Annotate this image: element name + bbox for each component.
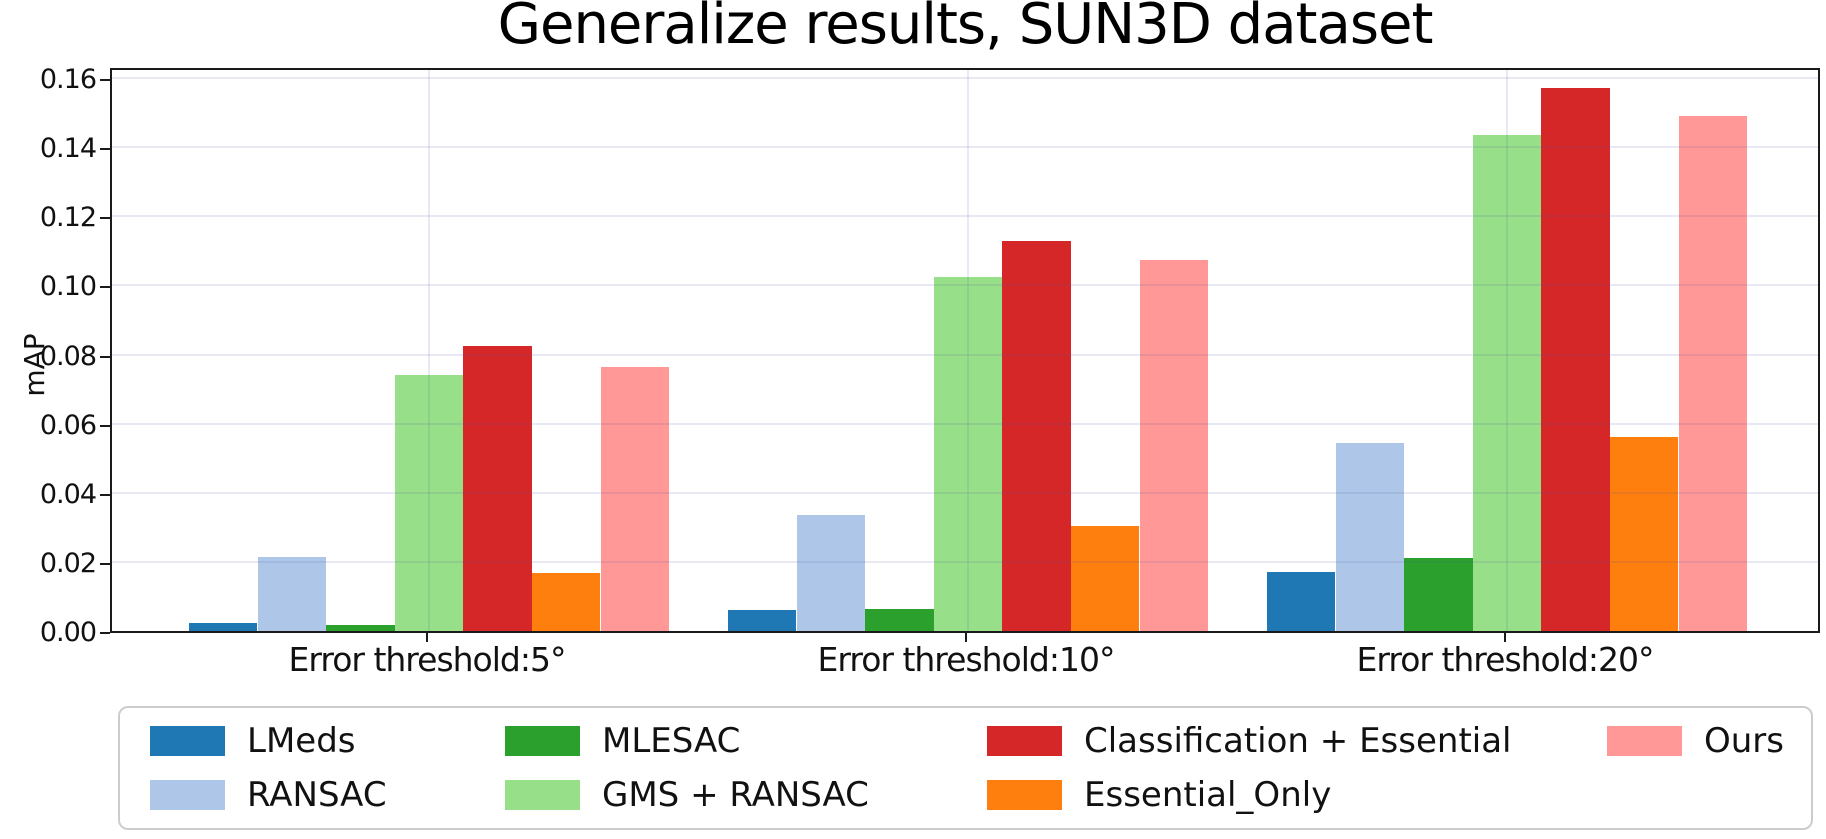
legend-label: GMS + RANSAC bbox=[602, 775, 869, 815]
legend-label: Ours bbox=[1704, 721, 1785, 761]
legend-label: Classification + Essential bbox=[1084, 721, 1512, 761]
bar-gms-ransac-group2 bbox=[933, 276, 1003, 631]
legend-swatch-icon bbox=[1607, 726, 1682, 756]
legend-box: LMeds RANSAC MLESAC GMS + RANSAC Classificat… bbox=[118, 706, 1813, 830]
y-tick-label-0.04: 0.04 bbox=[39, 478, 97, 510]
bar-classification-essential-group2 bbox=[1002, 240, 1071, 631]
bar-classification-essential-group3 bbox=[1541, 88, 1610, 631]
bar-lmeds-group3 bbox=[1266, 571, 1336, 631]
bar-gms-ransac-group1 bbox=[394, 374, 464, 631]
x-tick-label-group1: Error threshold:5° bbox=[288, 640, 567, 679]
bar-ours-group2 bbox=[1139, 259, 1209, 631]
bar-mlesac-group1 bbox=[326, 624, 395, 631]
bar-ours-group3 bbox=[1678, 116, 1748, 631]
legend-label: LMeds bbox=[247, 721, 356, 761]
legend-item-lmeds: LMeds bbox=[150, 724, 356, 758]
legend-item-gms-ransac: GMS + RANSAC bbox=[505, 778, 869, 812]
bar-ransac-group2 bbox=[796, 515, 866, 631]
x-tick-mark-group2 bbox=[965, 633, 967, 642]
legend-item-classification-essential: Classification + Essential bbox=[987, 724, 1512, 758]
y-tick-label-0.12: 0.12 bbox=[39, 202, 97, 234]
x-tick-mark-group3 bbox=[1504, 633, 1506, 642]
legend-swatch-icon bbox=[150, 780, 225, 810]
y-axis-label: mAP bbox=[18, 333, 51, 397]
plot-area bbox=[110, 68, 1820, 633]
h-gridline-0.16 bbox=[112, 77, 1818, 80]
y-tick-mark-0.04 bbox=[100, 493, 110, 496]
y-tick-label-0.10: 0.10 bbox=[39, 271, 97, 303]
y-tick-mark-0.02 bbox=[100, 562, 110, 565]
legend-swatch-icon bbox=[150, 726, 225, 756]
x-tick-label-group2: Error threshold:10° bbox=[817, 640, 1116, 679]
y-tick-mark-0.14 bbox=[100, 148, 110, 151]
y-tick-mark-0.06 bbox=[100, 424, 110, 427]
y-tick-label-0.16: 0.16 bbox=[39, 64, 97, 96]
chart-title: Generalize results, SUN3D dataset bbox=[497, 0, 1434, 57]
y-tick-mark-0.16 bbox=[100, 79, 110, 82]
y-tick-mark-0.12 bbox=[100, 217, 110, 220]
bar-essential-only-group1 bbox=[531, 572, 601, 631]
legend-swatch-icon bbox=[505, 726, 580, 756]
bar-ransac-group3 bbox=[1335, 442, 1405, 631]
y-tick-label-0.06: 0.06 bbox=[39, 409, 97, 441]
y-tick-label-0.00: 0.00 bbox=[39, 617, 97, 648]
legend-swatch-icon bbox=[987, 780, 1062, 810]
y-tick-label-0.14: 0.14 bbox=[39, 133, 97, 165]
bar-mlesac-group3 bbox=[1404, 558, 1473, 631]
legend-item-ours: Ours bbox=[1607, 724, 1784, 758]
bar-lmeds-group1 bbox=[188, 623, 258, 631]
legend-swatch-icon bbox=[987, 726, 1062, 756]
x-tick-mark-group1 bbox=[426, 633, 428, 642]
legend-item-essential-only: Essential_Only bbox=[987, 778, 1331, 812]
y-tick-mark-0.10 bbox=[100, 286, 110, 289]
bar-ransac-group1 bbox=[257, 556, 327, 631]
legend-label: RANSAC bbox=[247, 775, 387, 815]
bar-classification-essential-group1 bbox=[463, 345, 532, 631]
bar-lmeds-group2 bbox=[727, 610, 797, 631]
legend-label: MLESAC bbox=[602, 721, 741, 761]
legend-item-ransac: RANSAC bbox=[150, 778, 387, 812]
bar-essential-only-group2 bbox=[1070, 525, 1140, 631]
legend-item-mlesac: MLESAC bbox=[505, 724, 740, 758]
legend-swatch-icon bbox=[505, 780, 580, 810]
x-tick-label-group3: Error threshold:20° bbox=[1356, 640, 1655, 679]
bar-ours-group1 bbox=[600, 366, 670, 631]
y-tick-mark-0.00 bbox=[100, 632, 110, 634]
bar-essential-only-group3 bbox=[1609, 437, 1679, 631]
y-tick-mark-0.08 bbox=[100, 355, 110, 358]
bar-mlesac-group2 bbox=[865, 608, 934, 631]
legend-label: Essential_Only bbox=[1084, 775, 1332, 815]
bar-gms-ransac-group3 bbox=[1472, 135, 1542, 631]
y-tick-label-0.02: 0.02 bbox=[39, 547, 97, 579]
